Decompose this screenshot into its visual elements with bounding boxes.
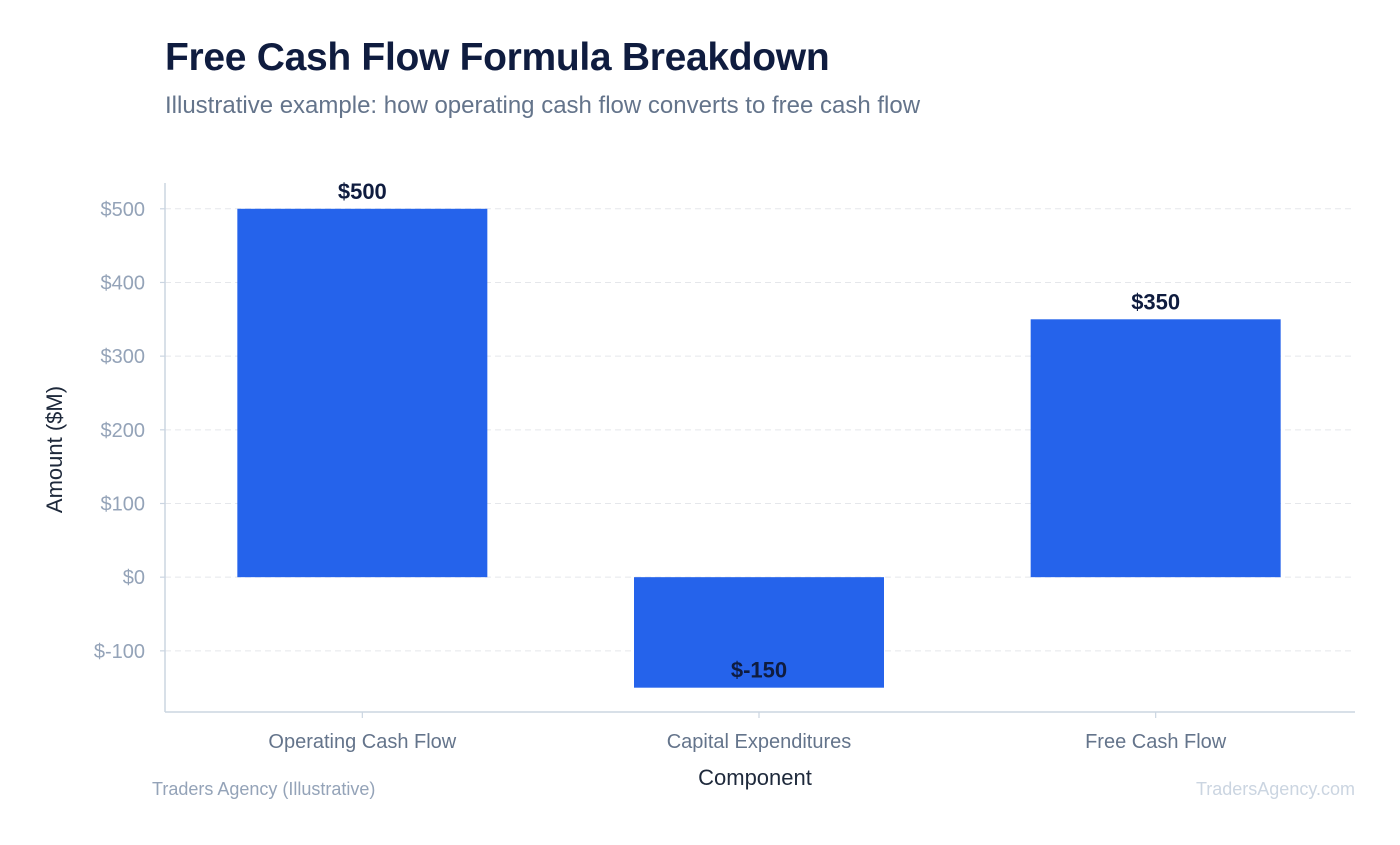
data-label: $350 [1131, 289, 1180, 314]
bars [237, 208, 1281, 688]
x-tick-label: Capital Expenditures [667, 731, 852, 753]
y-axis-title: Amount ($M) [42, 386, 67, 513]
axes [160, 183, 1355, 718]
chart-subtitle: Illustrative example: how operating cash… [165, 92, 921, 119]
bar [634, 577, 884, 688]
x-tick-label: Operating Cash Flow [268, 731, 456, 753]
chart-title: Free Cash Flow Formula Breakdown [165, 36, 830, 79]
source-note: Traders Agency (Illustrative) [152, 779, 376, 799]
labels: $-100 $0 $100 $200 $300 $400 $500 Operating Cas… [42, 179, 1227, 790]
x-axis-title: Component [698, 765, 812, 790]
y-tick-label: $0 [123, 567, 145, 589]
watermark: TradersAgency.com [1195, 779, 1355, 799]
bar [1030, 319, 1281, 578]
y-tick-label: $-100 [94, 641, 145, 663]
bar [237, 208, 488, 578]
x-tick-label: Free Cash Flow [1085, 731, 1227, 753]
y-tick-label: $200 [101, 420, 146, 442]
y-tick-label: $300 [101, 346, 146, 368]
y-tick-label: $500 [101, 199, 146, 221]
data-label: $500 [338, 179, 387, 204]
y-tick-label: $100 [101, 493, 146, 515]
data-label: $-150 [731, 658, 787, 683]
y-tick-label: $400 [101, 272, 146, 294]
